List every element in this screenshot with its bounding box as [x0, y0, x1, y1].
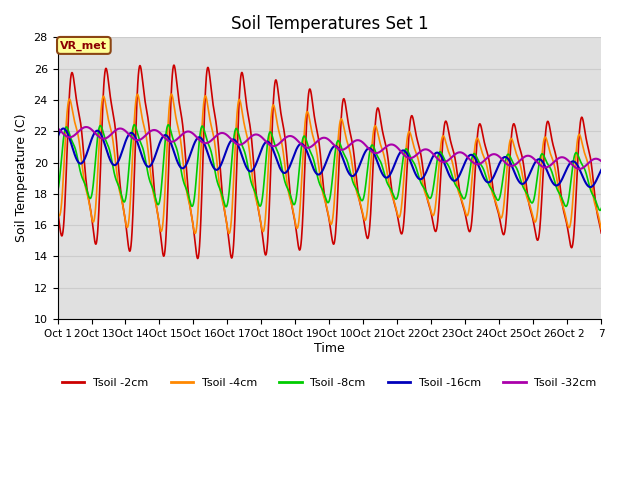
Tsoil -16cm: [586, 184, 594, 190]
Line: Tsoil -16cm: Tsoil -16cm: [58, 129, 601, 187]
Tsoil -32cm: [81, 124, 89, 130]
Tsoil -2cm: [582, 135, 590, 141]
Tsoil -32cm: [575, 166, 583, 172]
Tsoil -16cm: [597, 167, 605, 173]
Tsoil -2cm: [194, 255, 202, 261]
Line: Tsoil -8cm: Tsoil -8cm: [58, 125, 601, 210]
Legend: Tsoil -2cm, Tsoil -4cm, Tsoil -8cm, Tsoil -16cm, Tsoil -32cm: Tsoil -2cm, Tsoil -4cm, Tsoil -8cm, Tsoi…: [58, 373, 601, 392]
Tsoil -4cm: [483, 161, 490, 167]
Tsoil -16cm: [82, 154, 90, 160]
Tsoil -8cm: [597, 205, 605, 211]
Tsoil -4cm: [582, 154, 589, 159]
Tsoil -8cm: [318, 186, 326, 192]
Tsoil -2cm: [319, 174, 326, 180]
Y-axis label: Soil Temperature (C): Soil Temperature (C): [15, 114, 28, 242]
Tsoil -2cm: [81, 170, 89, 176]
Tsoil -4cm: [168, 91, 175, 97]
Tsoil -4cm: [597, 227, 605, 232]
Tsoil -32cm: [54, 125, 61, 131]
Tsoil -8cm: [131, 122, 138, 128]
Tsoil -32cm: [582, 163, 589, 168]
Tsoil -16cm: [582, 180, 589, 186]
Tsoil -4cm: [582, 155, 590, 160]
Tsoil -32cm: [318, 135, 326, 141]
Tsoil -4cm: [304, 110, 312, 116]
Tsoil -16cm: [54, 134, 61, 140]
Tsoil -2cm: [597, 230, 605, 236]
Tsoil -16cm: [582, 180, 589, 185]
X-axis label: Time: Time: [314, 342, 345, 355]
Tsoil -16cm: [318, 168, 326, 174]
Line: Tsoil -4cm: Tsoil -4cm: [58, 94, 601, 233]
Tsoil -8cm: [582, 169, 589, 175]
Tsoil -16cm: [482, 178, 490, 184]
Tsoil -8cm: [54, 189, 61, 195]
Tsoil -2cm: [170, 62, 178, 68]
Tsoil -8cm: [81, 182, 89, 188]
Line: Tsoil -2cm: Tsoil -2cm: [58, 65, 601, 258]
Tsoil -8cm: [304, 142, 312, 148]
Tsoil -16cm: [304, 151, 312, 156]
Tsoil -4cm: [81, 183, 89, 189]
Tsoil -32cm: [482, 156, 490, 162]
Tsoil -2cm: [483, 146, 490, 152]
Tsoil -4cm: [225, 230, 233, 236]
Tsoil -32cm: [83, 124, 90, 130]
Tsoil -32cm: [582, 163, 590, 168]
Tsoil -32cm: [304, 145, 312, 151]
Title: Soil Temperatures Set 1: Soil Temperatures Set 1: [230, 15, 428, 33]
Tsoil -2cm: [304, 96, 312, 102]
Tsoil -2cm: [54, 207, 61, 213]
Text: VR_met: VR_met: [60, 40, 108, 50]
Tsoil -16cm: [60, 126, 67, 132]
Tsoil -8cm: [596, 207, 604, 213]
Line: Tsoil -32cm: Tsoil -32cm: [58, 127, 601, 169]
Tsoil -2cm: [582, 134, 589, 140]
Tsoil -32cm: [597, 158, 605, 164]
Tsoil -8cm: [482, 173, 490, 179]
Tsoil -4cm: [319, 189, 326, 194]
Tsoil -8cm: [582, 168, 589, 174]
Tsoil -4cm: [54, 208, 61, 214]
